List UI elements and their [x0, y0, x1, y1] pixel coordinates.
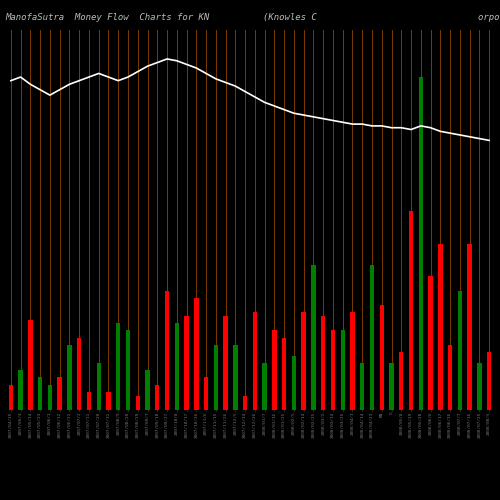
- Bar: [370, 265, 374, 410]
- Bar: [272, 330, 276, 410]
- Bar: [282, 338, 286, 410]
- Bar: [418, 77, 423, 410]
- Bar: [458, 290, 462, 410]
- Bar: [233, 345, 237, 410]
- Bar: [38, 378, 42, 410]
- Bar: [48, 384, 52, 410]
- Bar: [194, 298, 198, 410]
- Bar: [204, 378, 208, 410]
- Bar: [292, 356, 296, 410]
- Bar: [399, 352, 404, 410]
- Bar: [380, 305, 384, 410]
- Bar: [409, 211, 414, 410]
- Bar: [116, 323, 120, 410]
- Bar: [155, 384, 160, 410]
- Bar: [252, 312, 257, 410]
- Bar: [214, 345, 218, 410]
- Bar: [321, 316, 326, 410]
- Bar: [331, 330, 335, 410]
- Bar: [468, 244, 472, 410]
- Bar: [224, 316, 228, 410]
- Bar: [146, 370, 150, 410]
- Bar: [184, 316, 188, 410]
- Bar: [67, 345, 71, 410]
- Text: ManofaSutra  Money Flow  Charts for KN          (Knowles C                      : ManofaSutra Money Flow Charts for KN (Kn…: [5, 12, 500, 22]
- Bar: [262, 363, 267, 410]
- Bar: [243, 396, 248, 410]
- Bar: [77, 338, 82, 410]
- Bar: [350, 312, 354, 410]
- Bar: [136, 396, 140, 410]
- Bar: [438, 244, 442, 410]
- Bar: [360, 363, 364, 410]
- Bar: [487, 352, 492, 410]
- Bar: [340, 330, 345, 410]
- Bar: [302, 312, 306, 410]
- Bar: [18, 370, 23, 410]
- Bar: [58, 378, 62, 410]
- Bar: [28, 320, 32, 410]
- Bar: [174, 323, 179, 410]
- Bar: [390, 363, 394, 410]
- Bar: [126, 330, 130, 410]
- Bar: [165, 290, 169, 410]
- Bar: [106, 392, 110, 410]
- Bar: [86, 392, 91, 410]
- Bar: [428, 276, 433, 410]
- Bar: [96, 363, 101, 410]
- Bar: [311, 265, 316, 410]
- Bar: [448, 345, 452, 410]
- Bar: [477, 363, 482, 410]
- Bar: [8, 384, 13, 410]
